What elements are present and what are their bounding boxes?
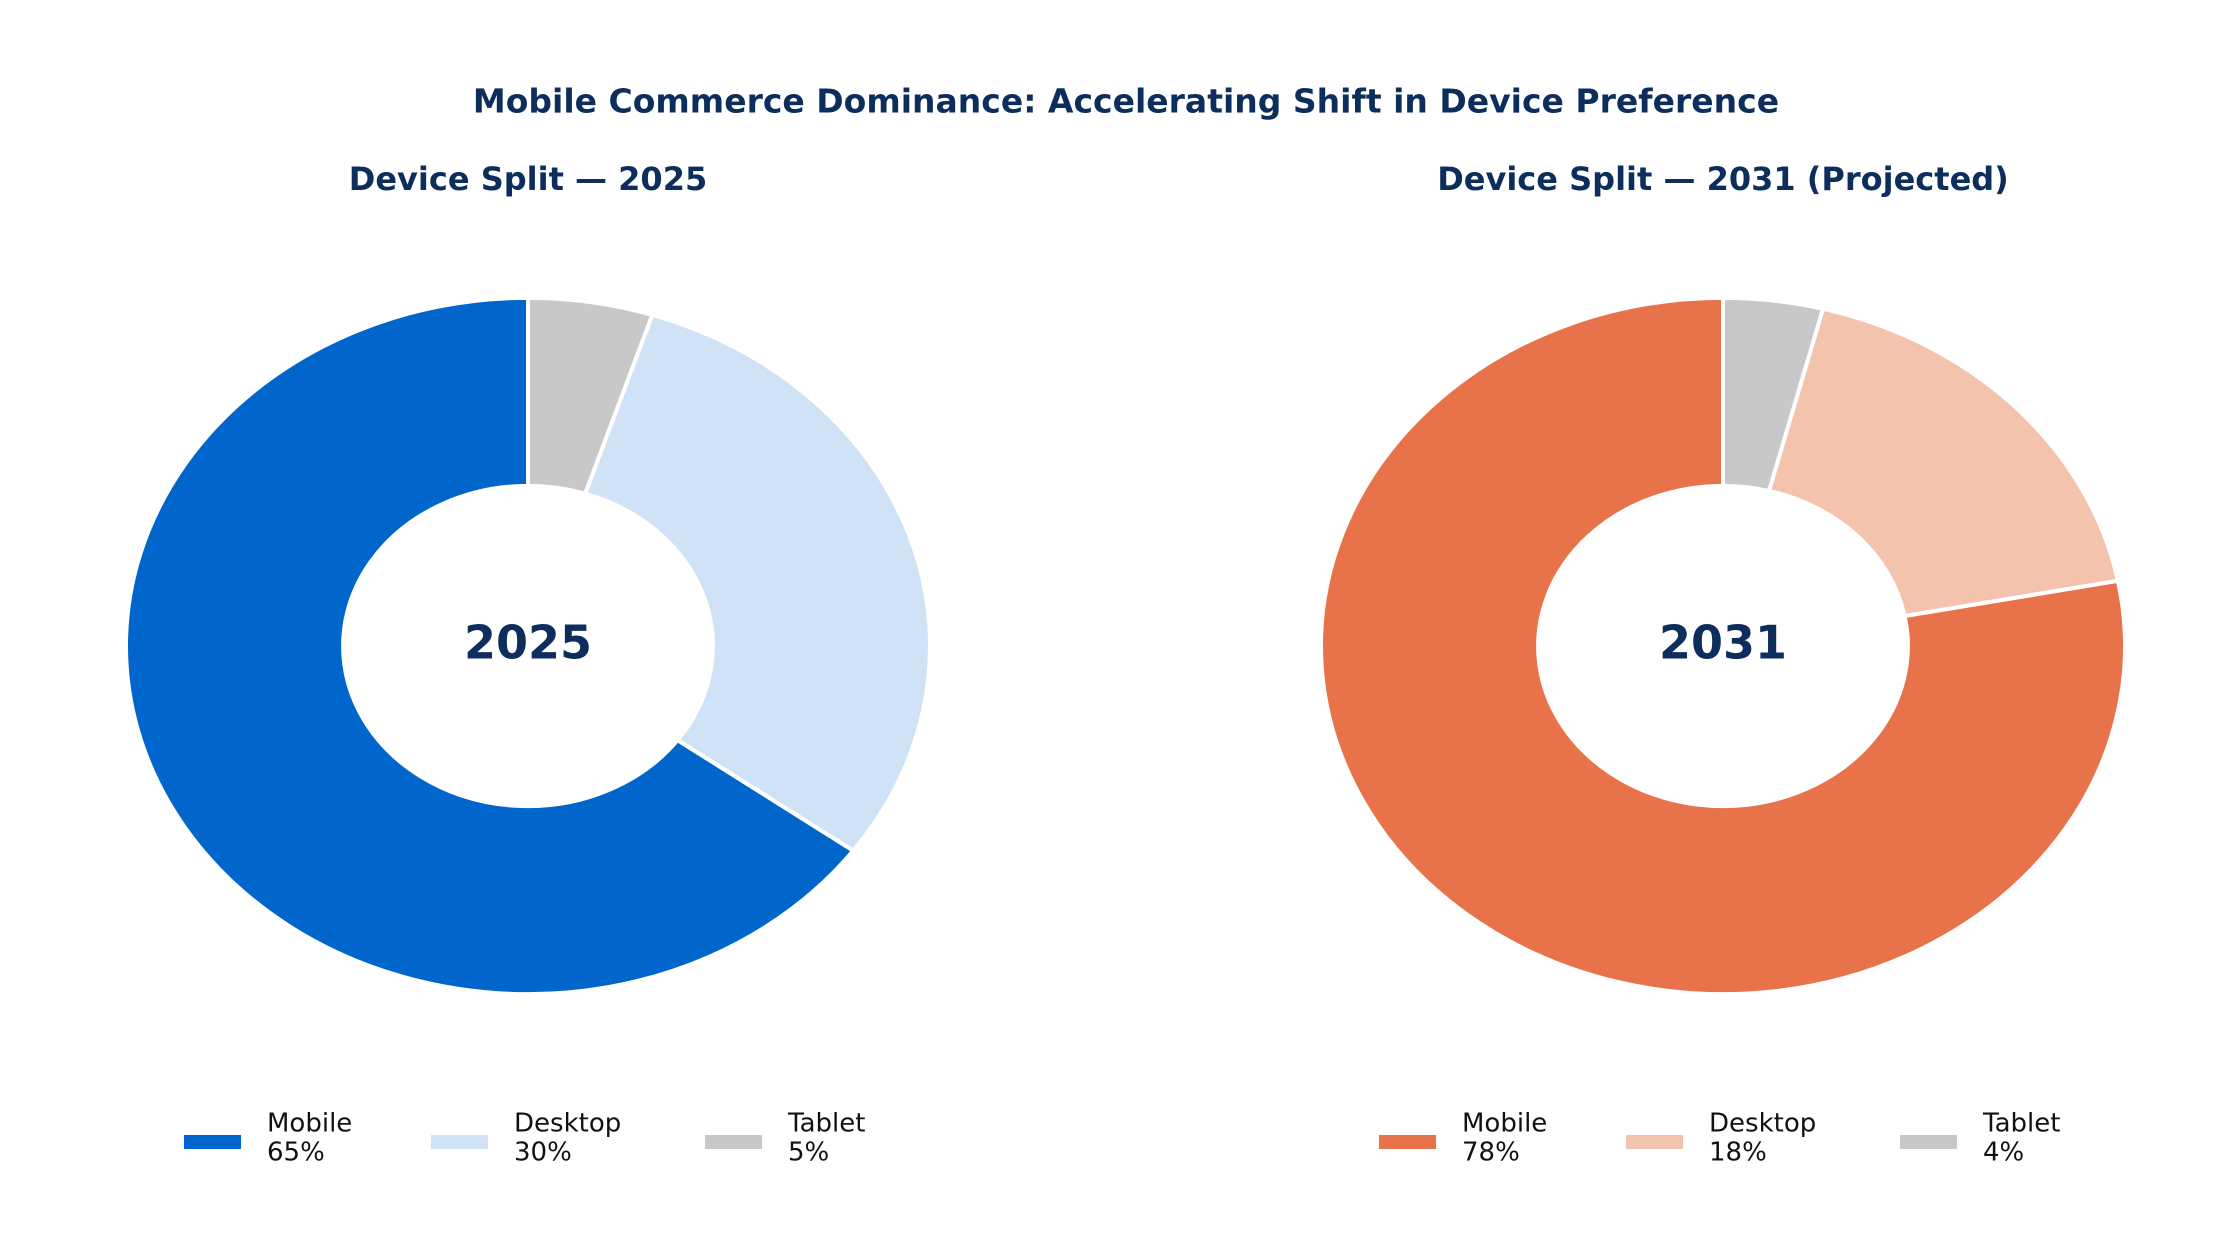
chart-subtitle: Device Split — 2031 (Projected) (1437, 160, 2009, 198)
legend-value: 65% (267, 1138, 325, 1168)
legend-label: Tablet (787, 1109, 865, 1139)
legend-value: 78% (1462, 1138, 1520, 1168)
legend-swatch (705, 1135, 762, 1149)
legend-value: 4% (1983, 1138, 2024, 1168)
wedge (528, 298, 652, 494)
wedge (1321, 298, 2125, 994)
legend-swatch (1626, 1135, 1683, 1149)
legend-label: Mobile (1462, 1109, 1547, 1139)
main-title: Mobile Commerce Dominance: Accelerating … (473, 82, 1779, 121)
legend-value: 30% (514, 1138, 572, 1168)
wedge (1769, 309, 2118, 616)
legend-label: Tablet (1982, 1109, 2060, 1139)
legend-label: Mobile (267, 1109, 352, 1139)
center-label: 2031 (1659, 616, 1787, 670)
chart-subtitle: Device Split — 2025 (349, 160, 707, 198)
center-label: 2025 (464, 616, 592, 670)
wedge (1723, 298, 1823, 491)
wedge (126, 298, 853, 994)
legend-label: Desktop (1709, 1109, 1816, 1139)
legend-swatch (1900, 1135, 1957, 1149)
legend-swatch (184, 1135, 241, 1149)
legend-swatch (1379, 1135, 1436, 1149)
legend-value: 5% (788, 1138, 829, 1168)
legend-label: Desktop (514, 1109, 621, 1139)
donut (126, 298, 930, 994)
legend-value: 18% (1709, 1138, 1767, 1168)
legend-swatch (431, 1135, 488, 1149)
donut (1321, 298, 2125, 994)
wedge (585, 315, 930, 851)
